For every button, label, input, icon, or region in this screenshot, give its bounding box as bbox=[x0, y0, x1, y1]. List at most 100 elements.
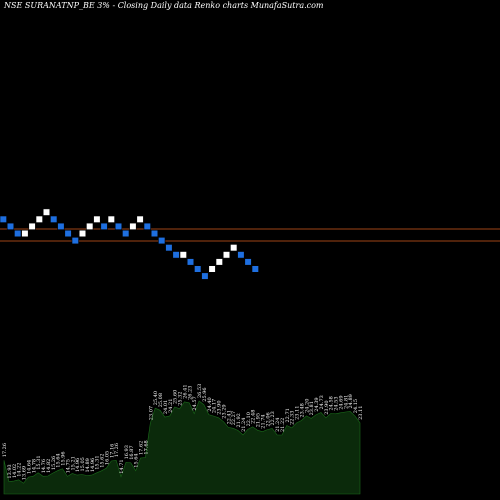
volume-label-66: 23.90 bbox=[324, 400, 330, 414]
up-brick-29 bbox=[208, 265, 216, 273]
volume-label-43: 24.17 bbox=[212, 399, 218, 413]
volume-label-53: 21.74 bbox=[261, 414, 267, 428]
reference-lines bbox=[0, 228, 500, 242]
up-brick-31 bbox=[222, 251, 231, 259]
volume-label-72: 24.15 bbox=[353, 399, 359, 413]
volume-label-64: 24.39 bbox=[314, 397, 320, 411]
up-brick-18 bbox=[129, 222, 137, 231]
volume-label-39: 24.57 bbox=[192, 396, 198, 410]
volume-label-2: 14.02 bbox=[12, 464, 18, 478]
down-brick-21 bbox=[150, 229, 159, 238]
up-brick-30 bbox=[215, 258, 223, 266]
down-brick-1 bbox=[6, 222, 15, 231]
volume-label-29: 17.68 bbox=[143, 440, 149, 454]
down-brick-34 bbox=[244, 258, 252, 266]
volume-label-57: 21.22 bbox=[280, 418, 286, 432]
volume-label-8: 14.76 bbox=[41, 459, 47, 473]
volume-label-23: 17.26 bbox=[114, 443, 120, 457]
volume-label-40: 26.53 bbox=[197, 384, 203, 398]
volume-label-22: 17.16 bbox=[109, 444, 115, 458]
volume-label-32: 25.08 bbox=[158, 393, 164, 407]
chart-title: NSE SURANATNP_BE 3% - Closing Daily data… bbox=[3, 1, 324, 10]
down-brick-10 bbox=[71, 237, 79, 245]
volume-label-3: 14.22 bbox=[17, 462, 23, 476]
volume-label-48: 21.92 bbox=[236, 413, 242, 427]
down-brick-23 bbox=[165, 244, 173, 252]
down-brick-8 bbox=[57, 222, 65, 231]
volume-label-36: 25.32 bbox=[178, 391, 184, 405]
volume-label-14: 15.21 bbox=[70, 456, 76, 470]
volume-label-30: 23.07 bbox=[148, 406, 154, 420]
volume-label-71: 24.89 bbox=[348, 394, 354, 408]
down-brick-0 bbox=[0, 215, 7, 223]
volume-label-37: 26.41 bbox=[182, 384, 188, 398]
down-brick-33 bbox=[237, 251, 245, 259]
volume-label-27: 15.64 bbox=[134, 453, 140, 467]
volume-label-9: 14.82 bbox=[46, 459, 52, 473]
volume-label-20: 15.62 bbox=[100, 453, 106, 467]
volume-label-5: 14.64 bbox=[26, 460, 32, 474]
down-brick-14 bbox=[100, 222, 108, 231]
up-brick-15 bbox=[107, 215, 115, 223]
volume-label-13: 14.75 bbox=[65, 459, 71, 473]
up-brick-6 bbox=[42, 208, 51, 216]
volume-label-63: 23.81 bbox=[309, 401, 315, 415]
volume-label-55: 22.23 bbox=[270, 411, 276, 425]
volume-label-21: 16.05 bbox=[104, 451, 110, 465]
volume-label-15: 14.96 bbox=[75, 458, 81, 472]
volume-area bbox=[3, 400, 361, 495]
down-brick-22 bbox=[158, 237, 166, 245]
volume-label-18: 14.96 bbox=[90, 458, 96, 472]
volume-label-26: 16.87 bbox=[129, 445, 135, 459]
volume-label-70: 24.81 bbox=[343, 395, 349, 409]
volume-label-46: 22.41 bbox=[226, 410, 232, 424]
down-brick-28 bbox=[201, 272, 209, 280]
up-brick-19 bbox=[136, 215, 144, 223]
volume-label-68: 24.53 bbox=[334, 396, 340, 410]
down-brick-35 bbox=[251, 265, 259, 273]
volume-label-67: 24.58 bbox=[329, 396, 335, 410]
volume-label-41: 25.96 bbox=[202, 387, 208, 401]
volume-label-73: 23.11 bbox=[358, 406, 364, 420]
volume-label-54: 22.06 bbox=[265, 412, 271, 426]
up-brick-11 bbox=[78, 229, 87, 238]
down-brick-24 bbox=[172, 251, 180, 259]
volume-label-51: 22.48 bbox=[251, 410, 257, 424]
volume-label-49: 21.24 bbox=[241, 418, 247, 432]
volume-label-31: 25.40 bbox=[153, 391, 159, 405]
up-brick-4 bbox=[28, 222, 36, 231]
volume-label-38: 26.23 bbox=[187, 386, 193, 400]
up-brick-32 bbox=[230, 244, 238, 252]
volume-label-47: 22.27 bbox=[231, 411, 237, 425]
down-brick-17 bbox=[122, 229, 130, 238]
volume-label-60: 23.11 bbox=[295, 406, 301, 420]
up-brick-5 bbox=[35, 215, 43, 223]
volume-label-35: 25.60 bbox=[173, 390, 179, 404]
volume-label-4: 13.69 bbox=[22, 466, 28, 480]
volume-label-6: 14.78 bbox=[31, 459, 37, 473]
volume-label-19: 15.31 bbox=[95, 455, 101, 469]
volume-label-16: 15.05 bbox=[80, 457, 86, 471]
down-brick-20 bbox=[143, 222, 151, 231]
up-brick-12 bbox=[86, 222, 94, 231]
volume-label-1: 13.93 bbox=[7, 464, 13, 478]
volume-label-33: 24.01 bbox=[163, 400, 169, 414]
up-brick-25 bbox=[179, 251, 187, 259]
down-brick-26 bbox=[186, 258, 195, 266]
volume-label-50: 22.10 bbox=[246, 412, 252, 426]
volume-label-52: 21.95 bbox=[256, 413, 262, 427]
volume-label-0: 17.26 bbox=[2, 443, 8, 457]
volume-label-28: 17.62 bbox=[139, 441, 145, 455]
down-brick-27 bbox=[194, 265, 202, 273]
volume-label-61: 23.48 bbox=[300, 403, 306, 417]
volume-label-56: 21.24 bbox=[275, 418, 281, 432]
volume-label-59: 22.33 bbox=[290, 411, 296, 425]
volume-label-45: 23.29 bbox=[222, 404, 228, 418]
down-brick-7 bbox=[50, 215, 58, 223]
volume-label-17: 14.89 bbox=[85, 458, 91, 472]
renko-bricks bbox=[0, 208, 259, 280]
volume-label-69: 24.69 bbox=[339, 395, 345, 409]
down-brick-2 bbox=[14, 229, 22, 238]
